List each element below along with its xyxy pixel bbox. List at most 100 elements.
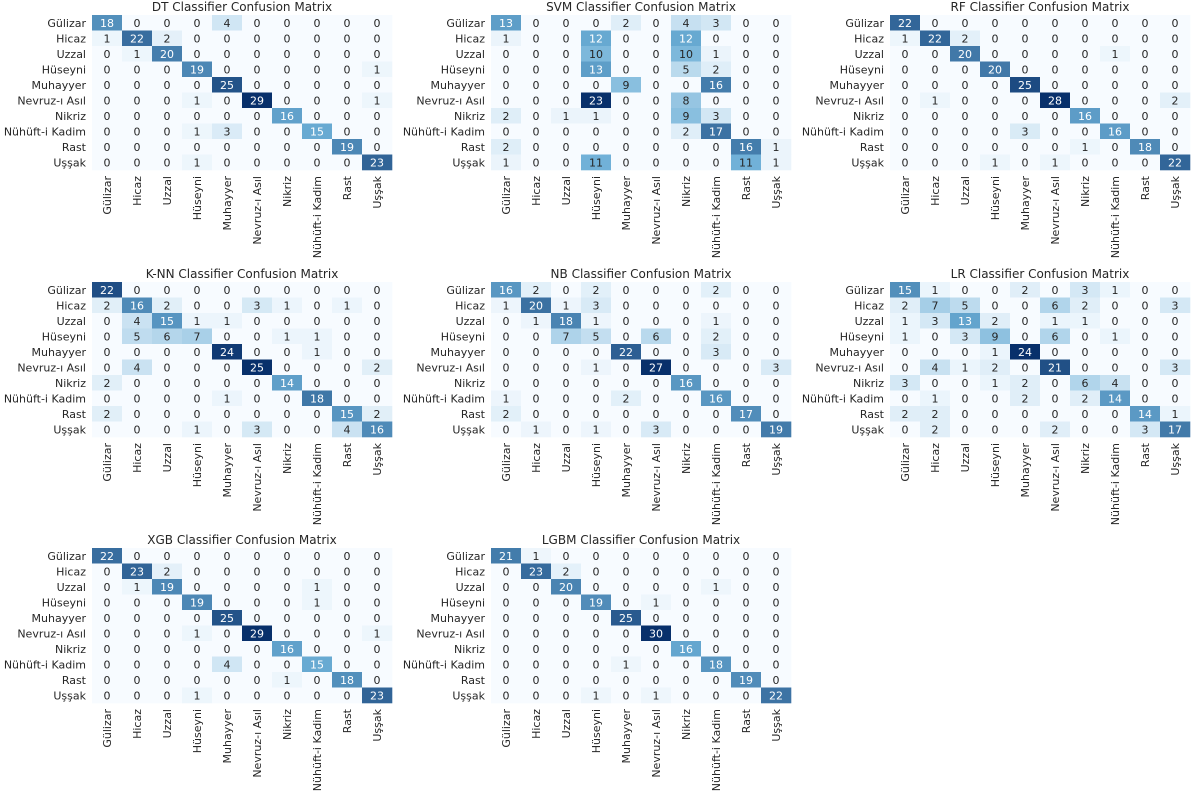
heatmap-cell: [980, 92, 1011, 109]
heatmap-cell: [950, 108, 981, 124]
heatmap-cell: [92, 328, 123, 345]
heatmap-cell: [761, 406, 792, 422]
heatmap-cell: [1070, 92, 1101, 109]
cell-value-label: 16: [709, 79, 723, 92]
cell-value-label: 0: [254, 612, 261, 625]
cell-value-label: 0: [1082, 361, 1089, 374]
heatmap-cell: [950, 328, 981, 345]
cell-value-label: 1: [224, 315, 231, 328]
heatmap-cell: [332, 563, 363, 580]
heatmap-cell: [1010, 30, 1041, 47]
heatmap-cell: [581, 297, 612, 314]
heatmap-cell: [182, 390, 213, 407]
cell-value-label: 0: [104, 392, 111, 405]
heatmap-cell: [1130, 154, 1161, 171]
y-tick-label: Muhayyer: [830, 346, 885, 359]
cell-value-label: 0: [284, 596, 291, 609]
heatmap-cell: [641, 46, 672, 62]
heatmap-cell: [671, 313, 702, 329]
cell-value-label: 0: [224, 48, 231, 61]
x-tick-label: Rast: [341, 442, 354, 467]
heatmap-cell: [731, 406, 762, 422]
heatmap-cell: [641, 359, 672, 376]
x-tick-label: Nevruz-ı Asıl: [1049, 443, 1062, 512]
heatmap-cell: [611, 328, 642, 345]
heatmap-cell: [332, 328, 363, 345]
heatmap-cell: [671, 77, 702, 93]
x-tick-label: Nühüft-i Kadim: [311, 176, 324, 258]
cell-value-label: 0: [104, 596, 111, 609]
cell-value-label: 12: [589, 32, 603, 45]
heatmap-cell: [491, 687, 522, 704]
x-tick-label: Nühüft-i Kadim: [710, 176, 723, 258]
heatmap-cell: [980, 313, 1011, 329]
cell-value-label: 13: [589, 63, 603, 76]
cell-value-label: 0: [254, 141, 261, 154]
cell-value-label: 0: [344, 110, 351, 123]
heatmap-cell: [272, 282, 303, 298]
cell-value-label: 0: [314, 94, 321, 107]
cell-value-label: 0: [1172, 346, 1179, 359]
heatmap-cell: [491, 390, 522, 407]
cell-value-label: 0: [533, 125, 540, 138]
heatmap-cell: [122, 579, 153, 595]
heatmap-cell: [1160, 46, 1191, 62]
cell-value-label: 0: [1172, 141, 1179, 154]
x-tick-label: Nevruz-ı Asıl: [251, 709, 264, 778]
heatmap-cell: [362, 548, 393, 564]
heatmap-cell: [950, 46, 981, 62]
heatmap-cell: [641, 563, 672, 580]
cell-value-label: 17: [739, 408, 753, 421]
heatmap-cell: [362, 594, 393, 611]
cell-value-label: 2: [104, 408, 111, 421]
cell-value-label: 12: [679, 32, 693, 45]
heatmap-cell: [1160, 15, 1191, 31]
cell-value-label: 0: [533, 408, 540, 421]
cell-value-label: 0: [1142, 125, 1149, 138]
cell-value-label: 0: [683, 299, 690, 312]
heatmap-cell: [332, 421, 363, 438]
x-tick-label: Hicaz: [530, 443, 543, 473]
cell-value-label: 0: [284, 581, 291, 594]
cell-value-label: 0: [992, 284, 999, 297]
cell-value-label: 0: [314, 627, 321, 640]
heatmap-cell: [551, 154, 582, 171]
heatmap-cell: [212, 579, 243, 595]
cell-value-label: 0: [1082, 32, 1089, 45]
heatmap-cell: [731, 77, 762, 93]
heatmap-cell: [551, 594, 582, 611]
cell-value-label: 0: [533, 361, 540, 374]
cell-value-label: 0: [533, 377, 540, 390]
cell-value-label: 0: [653, 141, 660, 154]
cell-value-label: 0: [224, 94, 231, 107]
heatmap-cell: [731, 390, 762, 407]
cell-value-label: 0: [104, 141, 111, 154]
cell-value-label: 22: [898, 17, 912, 30]
heatmap-cell: [152, 154, 183, 171]
heatmap-cell: [122, 123, 153, 140]
cell-value-label: 0: [1022, 32, 1029, 45]
heatmap-cell: [890, 282, 921, 298]
heatmap-cell: [272, 123, 303, 140]
heatmap-cell: [122, 390, 153, 407]
cell-value-label: 0: [194, 392, 201, 405]
heatmap-cell: [362, 313, 393, 329]
cell-value-label: 0: [1112, 361, 1119, 374]
heatmap-cell: [551, 328, 582, 345]
cell-value-label: 0: [1052, 48, 1059, 61]
heatmap-cell: [950, 282, 981, 298]
cell-value-label: 0: [224, 361, 231, 374]
cell-value-label: 0: [623, 596, 630, 609]
cell-value-label: 20: [529, 299, 543, 312]
heatmap-cell: [152, 139, 183, 155]
heatmap-cell: [581, 154, 612, 171]
y-tick-label: Rast: [62, 141, 87, 154]
x-tick-label: Nikriz: [281, 443, 294, 474]
heatmap-cell: [671, 359, 702, 376]
cell-value-label: 0: [743, 330, 750, 343]
cell-value-label: 0: [134, 141, 141, 154]
cell-value-label: 0: [164, 689, 171, 702]
cell-value-label: 0: [284, 346, 291, 359]
heatmap-cell: [182, 15, 213, 31]
